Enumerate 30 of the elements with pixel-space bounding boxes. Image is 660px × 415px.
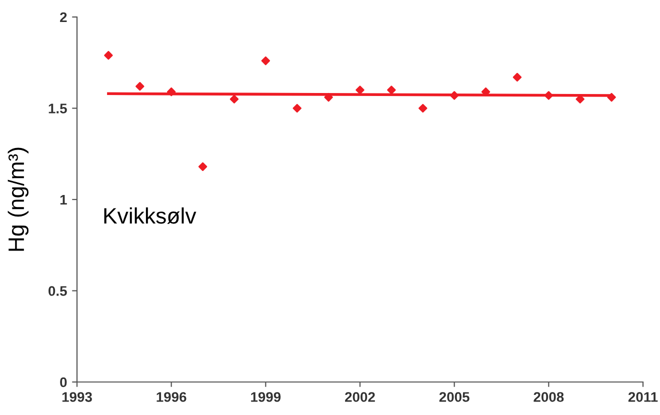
point: [136, 82, 144, 91]
point: [292, 104, 302, 113]
x-tick-label: 2002: [345, 392, 375, 402]
annotation: Kvikksølv: [104, 207, 196, 224]
y-tick-label: 2: [60, 12, 67, 22]
point: [387, 86, 396, 94]
point: [324, 92, 333, 102]
point: [166, 87, 176, 96]
point: [481, 87, 490, 96]
x-tick-label: 1999: [251, 392, 281, 402]
y-tick-label: 1.5: [48, 104, 67, 114]
point: [356, 86, 364, 94]
x-tick-label: 2005: [439, 392, 470, 402]
point: [261, 56, 270, 66]
point: [450, 91, 459, 100]
point: [607, 92, 616, 102]
x-tick-label: 2008: [534, 392, 564, 402]
y-tick-label: 1: [60, 194, 67, 205]
point: [544, 91, 554, 100]
point: [418, 104, 428, 113]
x-tick-label: 2011: [628, 392, 658, 402]
y-axis-title: Hg (ng/m³): [8, 148, 29, 251]
y-tick-label: 0: [60, 377, 67, 388]
point: [198, 162, 208, 172]
point: [512, 72, 522, 82]
point: [230, 94, 239, 104]
x-tick-label: 1996: [156, 392, 186, 402]
x-tick-label: 1993: [62, 392, 92, 402]
y-tick-label: 0.5: [48, 286, 67, 296]
point: [104, 50, 113, 60]
